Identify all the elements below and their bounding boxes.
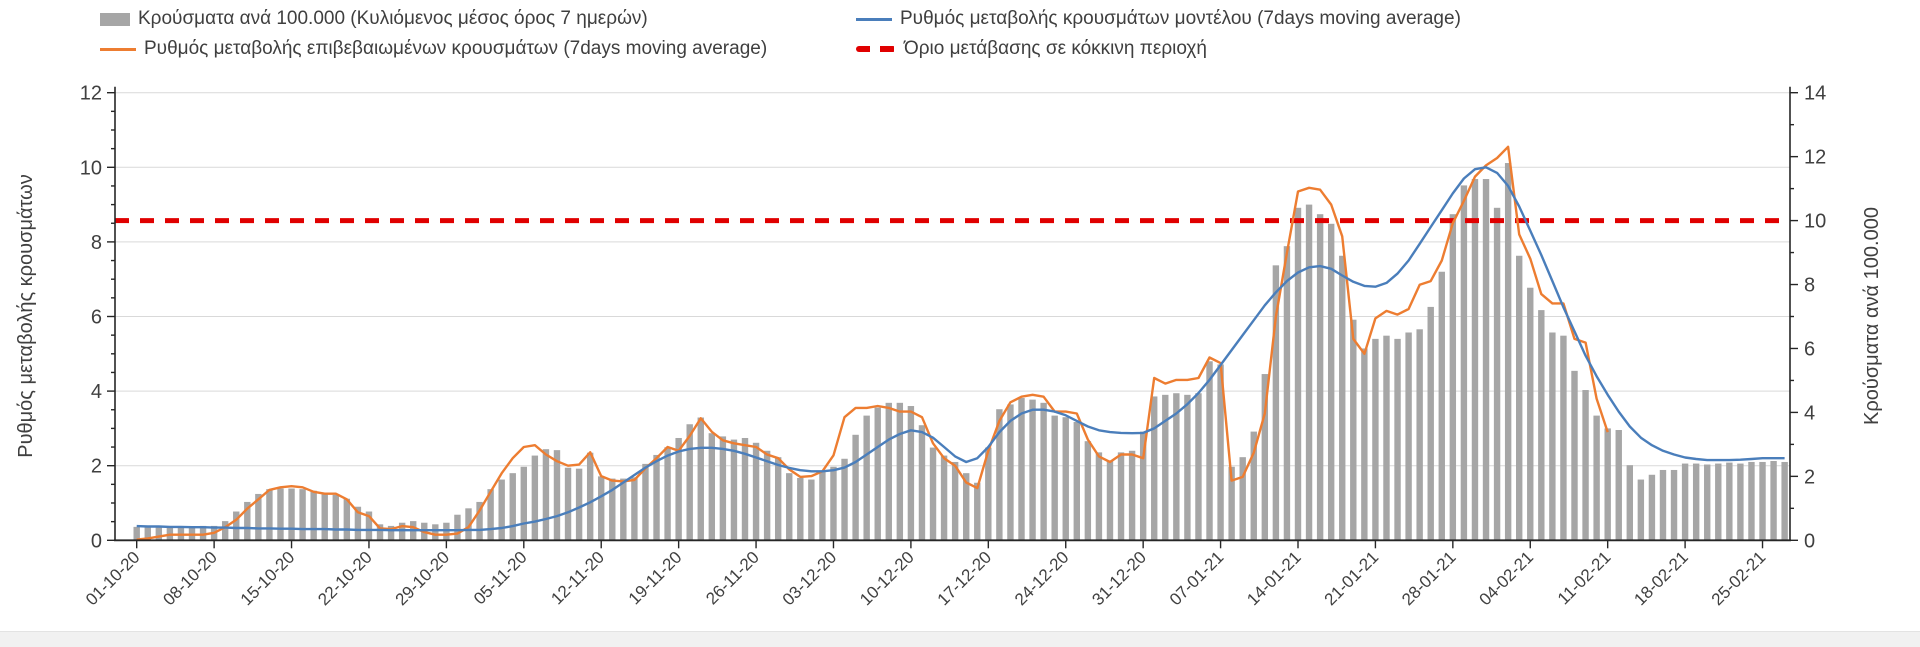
legend-item-confirmed-rate: Ρυθμός μεταβολής επιβεβαιωμένων κρουσμάτ…: [100, 38, 767, 60]
legend-item-cases-per-100k: Κρούσματα ανά 100.000 (Κυλιόμενος μέσος …: [100, 8, 648, 30]
confirmed-rate-line: [136, 145, 1609, 541]
right-axis-tick-label: 14: [1804, 83, 1826, 105]
legend-label: Κρούσματα ανά 100.000 (Κυλιόμενος μέσος …: [138, 8, 648, 29]
blue-line-swatch-icon: [856, 17, 892, 21]
x-axis-date-label: 19-11-20: [625, 548, 686, 609]
right-axis-ticks: 0 2 4 6 8 10 12 14: [1790, 83, 1826, 552]
x-axis-date-label: 07-01-21: [1166, 548, 1228, 610]
x-axis-date-label: 08-10-20: [159, 548, 221, 610]
x-axis-date-label: 22-10-20: [314, 548, 376, 610]
legend-item-red-zone-threshold: Όριο μετάβασης σε κόκκινη περιοχή: [856, 38, 1207, 60]
x-axis-date-label: 28-01-21: [1398, 548, 1460, 610]
x-axis-date-label: 11-02-21: [1554, 548, 1615, 609]
left-axis-title: Ρυθμός μεταβολής κρουσμάτων: [15, 174, 37, 458]
right-axis-title: Κρούσματα ανά 100.000: [1861, 207, 1883, 425]
right-axis-tick-label: 0: [1804, 530, 1815, 552]
x-axis-date-label: 05-11-20: [470, 548, 531, 609]
bars-series: [133, 163, 1788, 541]
axis-titles: Ρυθμός μεταβολής κρουσμάτων Κρούσματα ανά…: [15, 174, 1883, 458]
left-axis-tick-label: 12: [80, 83, 102, 105]
x-axis-date-label: 25-02-21: [1708, 548, 1770, 610]
x-axis-date-label: 15-10-20: [237, 548, 299, 610]
right-axis-tick-label: 4: [1804, 402, 1815, 424]
orange-line-swatch-icon: [100, 47, 136, 51]
x-axis-date-label: 03-12-20: [779, 548, 841, 610]
x-axis-date-label: 18-02-21: [1630, 548, 1692, 610]
x-axis-date-label: 29-10-20: [392, 548, 454, 610]
x-axis-date-label: 21-01-21: [1321, 548, 1383, 610]
right-axis-tick-label: 6: [1804, 338, 1815, 360]
right-axis-tick-label: 2: [1804, 466, 1815, 488]
right-axis-tick-label: 8: [1804, 275, 1815, 297]
x-axis-date-label: 12-11-20: [547, 548, 608, 609]
left-axis-tick-label: 8: [91, 232, 102, 254]
red-dash-swatch-icon: [856, 46, 896, 52]
legend-item-model-rate: Ρυθμός μεταβολής κρουσμάτων μοντέλου (7d…: [856, 8, 1461, 30]
x-axis-date-label: 04-02-21: [1476, 548, 1538, 610]
x-axis-ticks: 01-10-20 08-10-20 15-10-20 22-10-20 29-10-20…: [82, 540, 1769, 609]
window-bottom-strip: [0, 631, 1920, 647]
left-axis-tick-label: 10: [80, 157, 102, 179]
left-axis-tick-label: 6: [91, 307, 102, 329]
model-rate-line: [136, 166, 1785, 532]
left-axis-tick-label: 2: [91, 456, 102, 478]
x-axis-date-label: 26-11-20: [702, 548, 763, 609]
right-axis-tick-label: 10: [1804, 211, 1826, 233]
x-axis-date-label: 10-12-20: [856, 548, 918, 610]
x-axis-date-label: 01-10-20: [82, 548, 144, 610]
x-axis-date-label: 14-01-21: [1243, 548, 1305, 610]
x-axis-date-label: 24-12-20: [1011, 548, 1073, 610]
x-axis-date-label: 17-12-20: [934, 548, 996, 610]
legend-label: Όριο μετάβασης σε κόκκινη περιοχή: [904, 38, 1207, 59]
left-axis-ticks: 0 2 4 6 8 10 12: [80, 83, 115, 552]
right-axis-tick-label: 12: [1804, 147, 1826, 169]
legend-label: Ρυθμός μεταβολής επιβεβαιωμένων κρουσμάτ…: [144, 38, 768, 59]
legend-label: Ρυθμός μεταβολής κρουσμάτων μοντέλου (7d…: [900, 8, 1461, 29]
x-axis-date-label: 31-12-20: [1088, 548, 1150, 610]
left-axis-tick-label: 4: [91, 381, 102, 403]
bar-swatch-icon: [100, 12, 130, 26]
left-axis-tick-label: 0: [91, 530, 102, 552]
